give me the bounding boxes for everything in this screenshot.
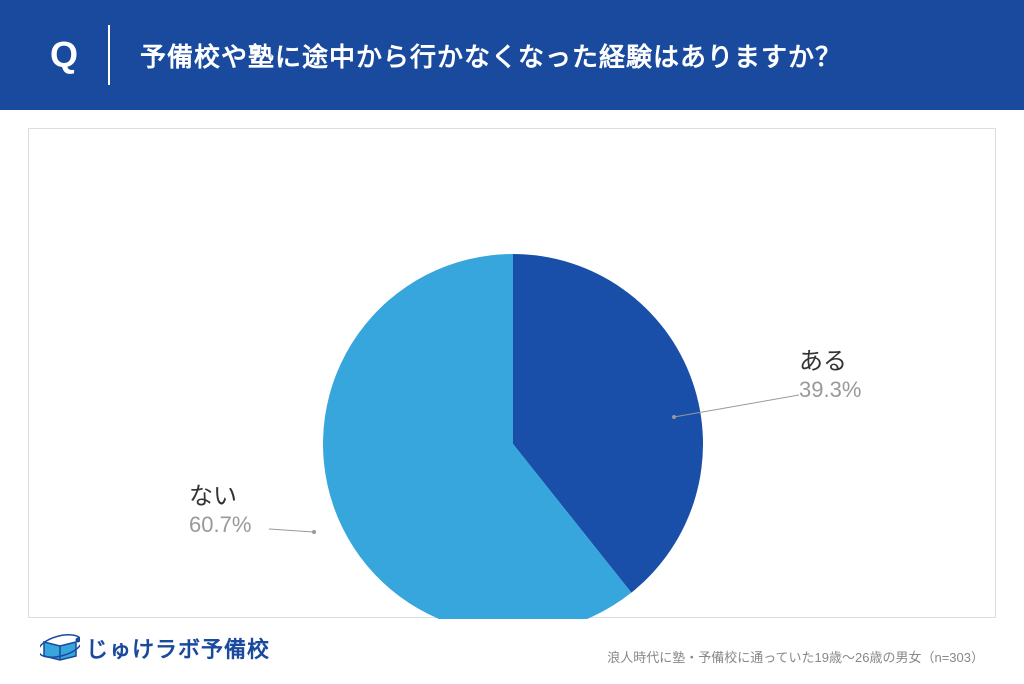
chart-container: ある39.3% ない60.7%	[28, 128, 996, 618]
slice-label: ない	[189, 483, 237, 510]
leader-line	[269, 529, 314, 532]
pie-chart: ある39.3% ない60.7%	[29, 129, 997, 619]
footer: じゅけラボ予備校 浪人時代に塾・予備校に通っていた19歳〜26歳の男女（n=30…	[40, 630, 984, 666]
slice-label: ある	[799, 348, 847, 375]
question-marker: Q	[50, 25, 110, 85]
header-bar: Q 予備校や塾に途中から行かなくなった経験はありますか？	[0, 0, 1024, 110]
footnote-text: 浪人時代に塾・予備校に通っていた19歳〜26歳の男女（n=303）	[607, 647, 984, 666]
question-text: 予備校や塾に途中から行かなくなった経験はありますか？	[140, 37, 842, 74]
logo-text: じゅけラボ予備校	[86, 632, 270, 664]
slice-percent: 39.3%	[799, 377, 861, 402]
slice-percent: 60.7%	[189, 512, 251, 537]
brand-logo: じゅけラボ予備校	[40, 630, 270, 666]
book-icon	[40, 630, 80, 666]
